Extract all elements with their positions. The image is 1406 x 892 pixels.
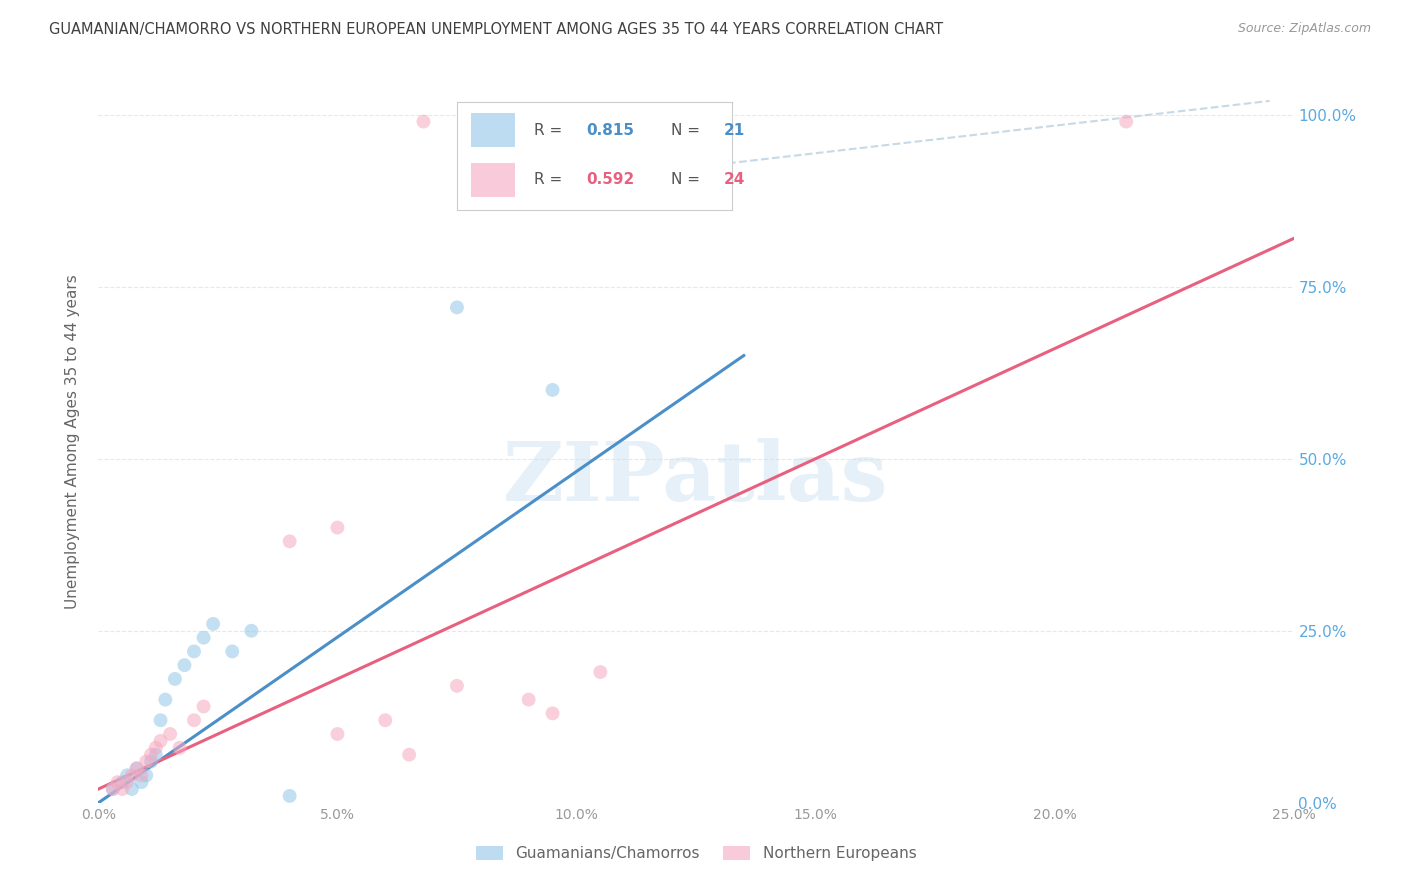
Point xyxy=(135,768,157,782)
Point xyxy=(107,775,129,789)
Point xyxy=(541,706,564,721)
Point xyxy=(278,789,301,803)
Point xyxy=(125,761,148,775)
Text: Source: ZipAtlas.com: Source: ZipAtlas.com xyxy=(1237,22,1371,36)
Point xyxy=(131,775,153,789)
Point xyxy=(221,644,243,658)
Point xyxy=(193,699,215,714)
Point xyxy=(173,658,195,673)
Point xyxy=(111,782,134,797)
Point xyxy=(541,383,564,397)
Point xyxy=(446,301,468,315)
Y-axis label: Unemployment Among Ages 35 to 44 years: Unemployment Among Ages 35 to 44 years xyxy=(65,274,80,609)
Point xyxy=(202,616,225,631)
Point xyxy=(139,755,162,769)
Point xyxy=(125,761,148,775)
Point xyxy=(131,768,153,782)
Point xyxy=(183,713,205,727)
Legend: Guamanians/Chamorros, Northern Europeans: Guamanians/Chamorros, Northern Europeans xyxy=(470,840,922,867)
Point xyxy=(169,740,191,755)
Point xyxy=(193,631,215,645)
Point xyxy=(111,775,134,789)
Point xyxy=(135,755,157,769)
Point xyxy=(159,727,181,741)
Point xyxy=(278,534,301,549)
Point xyxy=(446,679,468,693)
Point xyxy=(115,768,138,782)
Point xyxy=(589,665,612,679)
Point xyxy=(163,672,186,686)
Point xyxy=(121,782,143,797)
Point xyxy=(1115,114,1137,128)
Point xyxy=(139,747,162,762)
Point xyxy=(240,624,263,638)
Point xyxy=(326,520,349,534)
Point xyxy=(101,782,124,797)
Point xyxy=(517,692,540,706)
Point xyxy=(101,782,124,797)
Point xyxy=(155,692,177,706)
Point xyxy=(374,713,396,727)
Point xyxy=(145,747,167,762)
Point xyxy=(121,768,143,782)
Text: GUAMANIAN/CHAMORRO VS NORTHERN EUROPEAN UNEMPLOYMENT AMONG AGES 35 TO 44 YEARS C: GUAMANIAN/CHAMORRO VS NORTHERN EUROPEAN … xyxy=(49,22,943,37)
Text: ZIPatlas: ZIPatlas xyxy=(503,438,889,517)
Point xyxy=(115,775,138,789)
Point xyxy=(326,727,349,741)
Point xyxy=(149,734,172,748)
Point xyxy=(398,747,420,762)
Point xyxy=(412,114,434,128)
Point xyxy=(145,740,167,755)
Point xyxy=(149,713,172,727)
Point xyxy=(183,644,205,658)
